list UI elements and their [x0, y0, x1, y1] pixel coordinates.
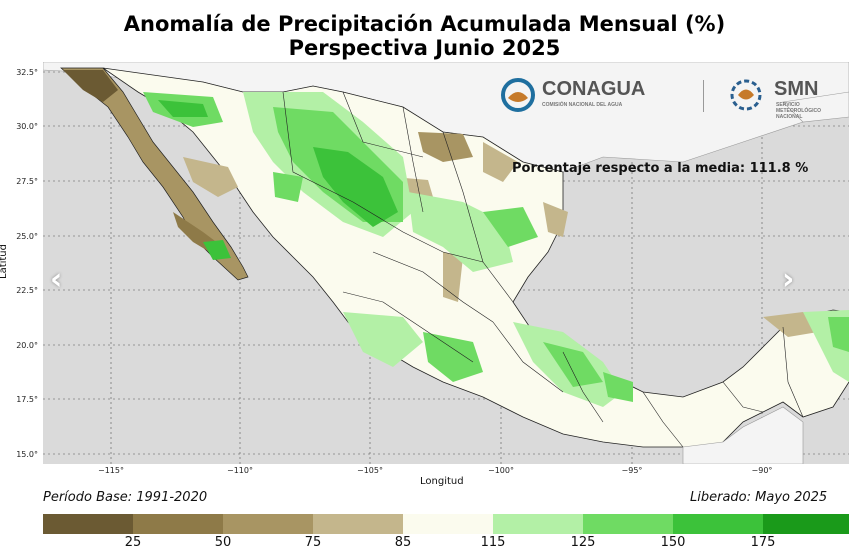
y-tick-label: 32.5° — [16, 68, 38, 77]
x-tick-label: −110° — [227, 466, 253, 475]
colorbar-segment — [583, 514, 673, 534]
x-tick-label: −90° — [751, 466, 773, 475]
conagua-emblem-icon — [501, 78, 535, 112]
colorbar-tick-label: 125 — [570, 535, 596, 550]
colorbar-tick-label: 175 — [750, 535, 776, 550]
conagua-logo: CONAGUA COMISIÓN NACIONAL DEL AGUA — [500, 76, 690, 116]
colorbar-segment — [133, 514, 223, 534]
y-tick-label: 22.5° — [16, 286, 38, 295]
colorbar-segment — [493, 514, 583, 534]
smn-subtitle: SERVICIO METEOROLÓGICO NACIONAL — [776, 102, 821, 120]
colorbar-segment — [403, 514, 493, 534]
colorbar-segment — [313, 514, 403, 534]
map-panel — [43, 62, 849, 464]
y-tick-label: 30.0° — [16, 122, 38, 131]
release-label: Liberado: Mayo 2025 — [690, 490, 828, 505]
colorbar-segment — [763, 514, 849, 534]
y-tick-label: 15.0° — [16, 450, 38, 459]
cuba — [782, 91, 849, 123]
logo-divider — [703, 80, 704, 112]
x-tick-label: −105° — [357, 466, 383, 475]
smn-name: SMN — [774, 78, 819, 100]
colorbar-segment — [673, 514, 763, 534]
y-tick-label: 27.5° — [16, 177, 38, 186]
y-tick-label: 25.0° — [16, 232, 38, 241]
colorbar-tick-label: 150 — [660, 535, 686, 550]
colorbar-tick-label: 25 — [124, 535, 142, 550]
wet-anomaly-regions — [143, 92, 849, 407]
central-america — [682, 406, 804, 464]
baja-california — [60, 67, 249, 281]
y-tick-label: 20.0° — [16, 341, 38, 350]
smn-logo: SMN SERVICIO METEOROLÓGICO NACIONAL — [724, 76, 849, 120]
x-tick-label: −115° — [98, 466, 124, 475]
x-tick-label: −100° — [488, 466, 514, 475]
x-axis-title: Longitud — [420, 476, 464, 487]
colorbar-tick-label: 115 — [480, 535, 506, 550]
y-axis-title: Latitud — [0, 243, 10, 280]
smn-emblem-icon — [730, 79, 762, 111]
chart-title-line1: Anomalía de Precipitación Acumulada Mens… — [123, 12, 726, 36]
carousel-next-button[interactable]: › — [782, 262, 795, 297]
base-period-label: Período Base: 1991-2020 — [43, 490, 208, 505]
colorbar-segment — [223, 514, 313, 534]
colorbar-tick-label: 85 — [394, 535, 412, 550]
conagua-subtitle: COMISIÓN NACIONAL DEL AGUA — [542, 102, 623, 108]
carousel-prev-button[interactable]: ‹ — [50, 262, 63, 297]
colorbar-segment — [43, 514, 133, 534]
colorbar-tick-label: 75 — [304, 535, 322, 550]
colorbar-tick-label: 50 — [214, 535, 232, 550]
chart-title-line2: Perspectiva Junio 2025 — [288, 36, 561, 60]
state-borders — [282, 91, 804, 448]
conagua-name: CONAGUA — [542, 78, 646, 100]
x-tick-label: −95° — [621, 466, 643, 475]
percentage-annotation: Porcentaje respecto a la media: 111.8 % — [512, 161, 809, 176]
y-tick-label: 17.5° — [16, 395, 38, 404]
